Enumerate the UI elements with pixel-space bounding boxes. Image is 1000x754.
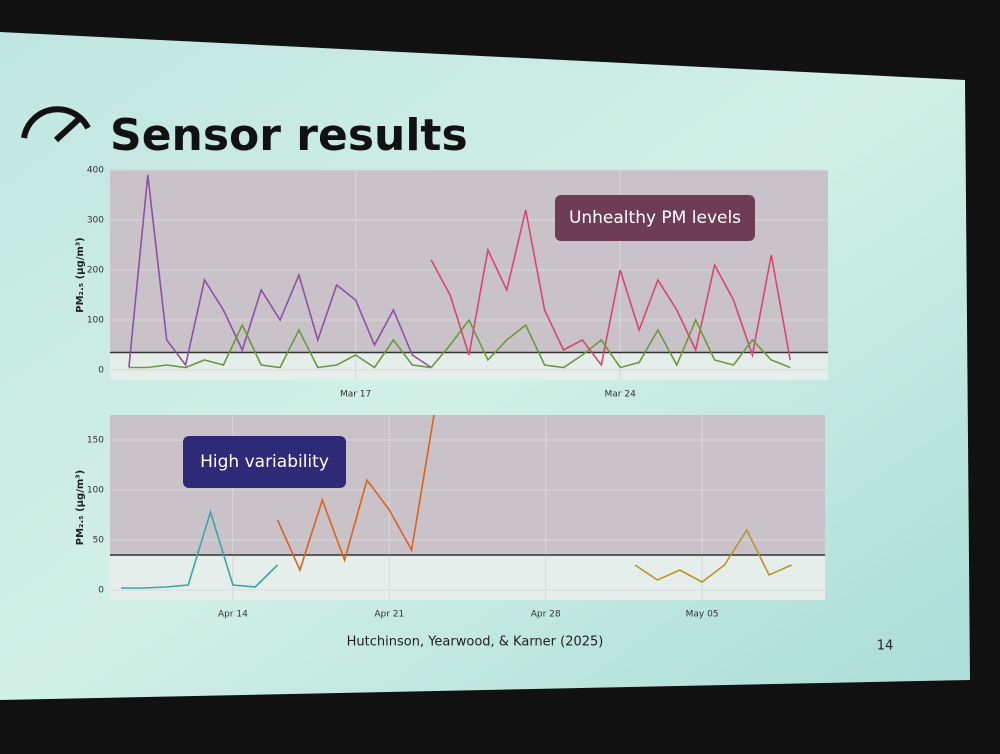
y-tick-label: 100 [87,316,104,326]
annotation-box [555,195,755,241]
series-line [276,414,435,573]
y-tick-label: 50 [93,536,105,546]
y-tick-label: 100 [87,486,104,496]
x-tick-label: Apr 21 [374,610,404,620]
annotation: High variability [200,452,329,472]
y-tick-label: 300 [87,216,104,226]
gauge-icon [21,106,91,143]
series-line [128,318,791,369]
y-axis-label: PM₂.₅ (µg/m³) [75,237,86,312]
annotation: Unhealthy PM levels [569,208,741,228]
x-tick-label: Apr 28 [531,610,561,620]
x-tick-label: Mar 24 [605,390,637,400]
y-tick-label: 0 [98,586,104,596]
series-line [121,509,279,589]
y-tick-label: 400 [87,166,104,176]
x-tick-label: Apr 14 [218,610,248,620]
x-tick-label: May 05 [686,610,719,620]
slide-title: Sensor results [110,110,468,161]
series-line [430,209,791,367]
x-tick-label: Mar 17 [340,390,371,400]
citation: Hutchinson, Yearwood, & Karner (2025) [347,635,604,650]
y-tick-label: 200 [87,266,104,276]
page-number: 14 [877,639,894,654]
y-tick-label: 150 [87,436,104,446]
series-line [634,528,792,583]
y-axis-label: PM₂.₅ (µg/m³) [75,470,86,545]
series-line [128,174,432,369]
annotation-box [183,436,346,488]
y-tick-label: 0 [98,366,104,376]
